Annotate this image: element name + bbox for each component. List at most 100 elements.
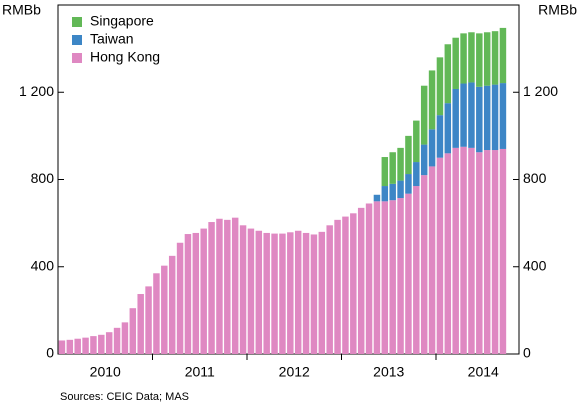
bar-segment	[192, 232, 200, 354]
bar-segment	[302, 232, 310, 354]
bar-segment	[405, 174, 412, 194]
bar-segment	[98, 334, 105, 354]
bar-segment	[436, 157, 444, 354]
bar-segment	[460, 146, 467, 354]
bar-segment	[468, 147, 475, 354]
bar-segment	[499, 83, 507, 149]
bar-segment	[247, 228, 255, 354]
bar-segment	[444, 153, 452, 354]
bar-segment	[357, 207, 365, 354]
bar-segment	[452, 37, 459, 89]
bar-segment	[90, 336, 97, 354]
bar-segment	[405, 193, 412, 354]
bar-segment	[452, 88, 459, 148]
bar-segment	[476, 152, 483, 354]
bar-segment	[153, 273, 160, 354]
bar-segment	[208, 222, 215, 354]
bar-segment	[365, 203, 373, 354]
bar-segment	[287, 232, 294, 354]
y-tick-label-left: 400	[31, 257, 55, 273]
legend-swatch	[72, 35, 82, 45]
bar-segment	[491, 84, 499, 151]
bar-segment	[113, 327, 121, 354]
bar-segment	[397, 198, 404, 354]
bar-segment	[420, 175, 428, 354]
bar-segment	[176, 242, 184, 354]
source-note: Sources: CEIC Data; MAS	[60, 391, 189, 403]
bar-segment	[271, 233, 278, 354]
bar-segment	[476, 86, 483, 153]
bar-segment	[231, 217, 239, 354]
bar-segment	[184, 234, 192, 354]
bar-segment	[452, 147, 459, 354]
y-tick-label-right: 800	[523, 170, 547, 186]
bar-segment	[389, 200, 396, 354]
bar-segment	[460, 83, 467, 147]
bar-segment	[58, 340, 66, 354]
bar-segment	[121, 322, 129, 354]
bar-segment	[168, 255, 176, 354]
bar-segment	[397, 180, 404, 199]
legend-swatch	[72, 53, 82, 63]
bar-segment	[381, 201, 389, 354]
bar-segment	[444, 103, 452, 154]
bar-segment	[279, 233, 286, 354]
bar-segment	[318, 231, 326, 354]
bar-segment	[74, 338, 81, 354]
y-tick-label-left: 1 200	[19, 83, 54, 99]
y-axis-label-left: RMBb	[2, 2, 41, 18]
x-tick-label: 2014	[468, 364, 499, 380]
legend-label: Hong Kong	[90, 49, 160, 65]
y-tick-label-left: 800	[31, 170, 55, 186]
bar-segment	[255, 230, 263, 354]
bar-segment	[381, 186, 389, 202]
bar-segment	[161, 265, 168, 354]
bar-segment	[145, 286, 152, 354]
bar-segment	[105, 332, 113, 354]
bar-segment	[476, 33, 483, 87]
bar-segment	[428, 166, 436, 354]
x-tick-label: 2011	[185, 364, 215, 380]
bar-segment	[405, 135, 412, 175]
bar-segment	[310, 234, 318, 354]
bar-segment	[381, 157, 389, 187]
bar-segment	[397, 147, 404, 181]
legend-label: Singapore	[90, 13, 154, 29]
bar-segment	[129, 308, 137, 354]
bar-segment	[483, 32, 491, 86]
bar-segment	[294, 230, 302, 354]
bar-segment	[389, 183, 396, 201]
bar-segment	[491, 31, 499, 85]
bar-segment	[216, 218, 223, 354]
y-tick-label-right: 1 200	[523, 83, 558, 99]
bar-segment	[200, 228, 207, 354]
bar-segment	[413, 120, 420, 163]
bar-segment	[239, 225, 247, 354]
bar-segment	[66, 339, 74, 354]
bar-segment	[342, 216, 349, 354]
bar-segment	[468, 82, 475, 148]
bar-segment	[468, 32, 475, 83]
bar-segment	[137, 294, 144, 354]
bar-segment	[499, 148, 507, 354]
bar-segment	[263, 232, 270, 354]
x-tick-label: 2013	[373, 364, 404, 380]
bar-segment	[413, 162, 420, 187]
bar-segment	[460, 33, 467, 84]
bar-segment	[334, 219, 341, 354]
bar-segment	[436, 57, 444, 116]
y-tick-label-right: 400	[523, 257, 547, 273]
y-tick-label-right: 0	[523, 345, 531, 361]
bar-segment	[483, 150, 491, 354]
bar-segment	[444, 44, 452, 104]
bar-segment	[420, 144, 428, 176]
x-tick-label: 2012	[279, 364, 310, 380]
bar-segment	[420, 85, 428, 145]
bar-segment	[436, 115, 444, 158]
bar-segment	[373, 201, 381, 354]
bar-segment	[499, 27, 507, 84]
bar-segment	[428, 70, 436, 130]
bar-segment	[224, 219, 231, 354]
bar-segment	[483, 85, 491, 151]
